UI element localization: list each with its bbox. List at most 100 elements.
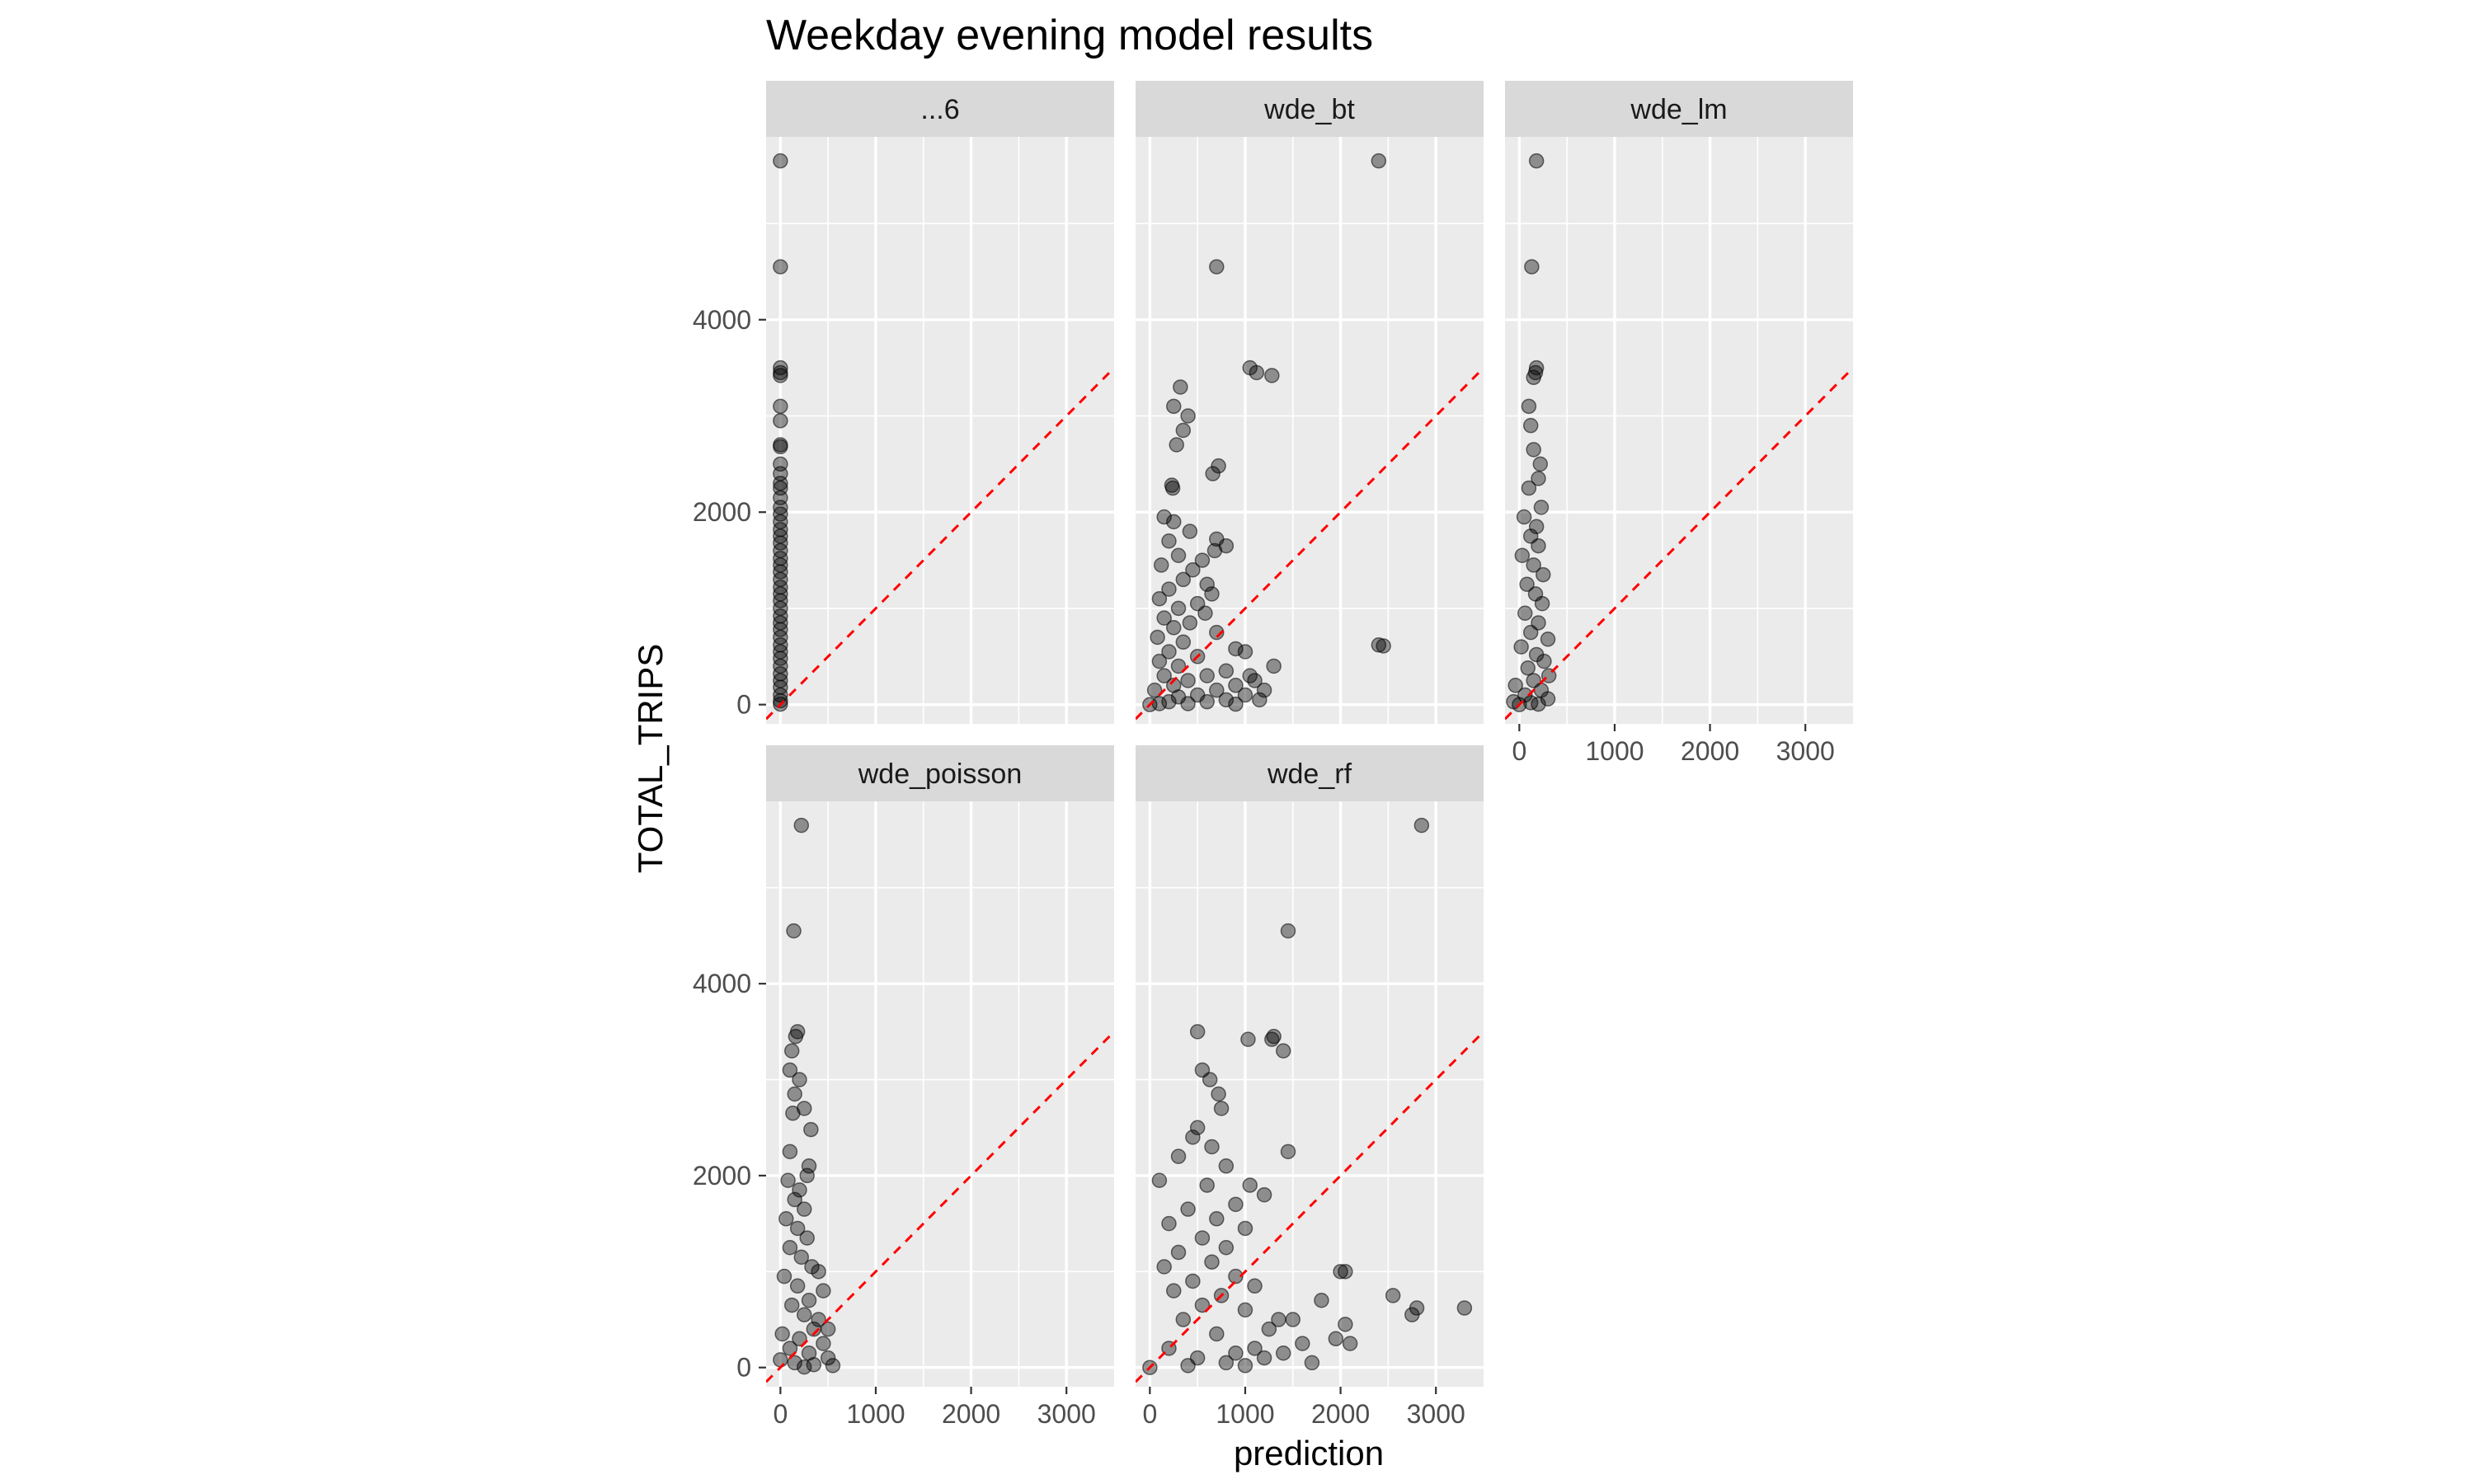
data-point: [1385, 1288, 1401, 1303]
data-point: [811, 1312, 826, 1327]
facet-panel: ...6: [766, 81, 1114, 724]
data-point: [1175, 571, 1192, 588]
data-point: [1521, 398, 1537, 415]
data-point: [1237, 1220, 1253, 1237]
data-point: [806, 1321, 822, 1337]
data-point: [1156, 610, 1172, 626]
data-point: [1199, 1177, 1215, 1193]
data-point: [1534, 595, 1550, 612]
chart-title: Weekday evening model results: [766, 12, 1373, 59]
data-point: [1165, 620, 1182, 636]
data-point: [1180, 408, 1196, 424]
y-tick-label: 2000: [693, 1161, 751, 1190]
data-point: [816, 1336, 831, 1351]
data-point: [786, 923, 802, 939]
data-point: [1404, 1307, 1420, 1322]
data-point: [1156, 1259, 1172, 1275]
data-point: [1520, 660, 1536, 676]
x-tick-label: 3000: [1037, 1399, 1096, 1429]
facet-strip: [1136, 745, 1484, 801]
data-point: [1261, 1321, 1277, 1337]
data-point: [1228, 1196, 1244, 1213]
data-point: [1180, 673, 1196, 688]
x-tick-label: 2000: [942, 1399, 1000, 1429]
data-point: [1526, 557, 1541, 573]
data-point: [1531, 696, 1546, 712]
x-tick-label: 2000: [1681, 736, 1739, 766]
data-point: [796, 1201, 812, 1217]
data-point: [773, 564, 788, 580]
data-point: [1218, 1239, 1235, 1256]
data-point: [1199, 668, 1215, 683]
data-point: [1533, 500, 1550, 515]
data-point: [1170, 1244, 1187, 1261]
data-point: [1256, 682, 1272, 698]
data-point: [1211, 1086, 1226, 1102]
data-point: [1165, 1283, 1182, 1298]
data-point: [773, 413, 788, 429]
data-point: [773, 259, 788, 275]
facet-strip-label: wde_lm: [1630, 94, 1727, 125]
data-point: [1519, 576, 1535, 593]
data-point: [1194, 1230, 1211, 1246]
point-group: [1142, 817, 1473, 1375]
data-point: [1240, 1031, 1256, 1047]
data-point: [1256, 1350, 1272, 1366]
data-point: [774, 1326, 790, 1342]
x-tick-label: 0: [1512, 736, 1526, 766]
data-point: [1175, 634, 1192, 650]
data-point: [1526, 369, 1541, 386]
data-point: [773, 506, 788, 522]
facet-panel: wde_rf: [1136, 745, 1484, 1387]
data-point: [1204, 1254, 1220, 1270]
data-point: [796, 1359, 812, 1375]
data-point: [1507, 678, 1523, 693]
x-tick-label: 1000: [846, 1399, 905, 1429]
y-tick-label: 0: [736, 1353, 751, 1383]
data-point: [1170, 1148, 1187, 1164]
data-point: [1182, 615, 1198, 631]
data-point: [1228, 1268, 1244, 1284]
data-point: [1264, 1031, 1280, 1047]
panel-background: [1136, 801, 1484, 1387]
data-point: [1522, 417, 1539, 434]
data-point: [1161, 693, 1177, 710]
data-point: [1209, 682, 1225, 698]
facet-strip-label: wde_poisson: [858, 758, 1022, 790]
data-point: [1173, 379, 1188, 395]
data-point: [1156, 509, 1172, 525]
data-point: [1218, 692, 1235, 708]
data-point: [1180, 696, 1196, 711]
data-point: [1338, 1264, 1353, 1280]
data-point: [1170, 547, 1187, 563]
data-point: [1185, 561, 1201, 578]
data-point: [1213, 1101, 1230, 1116]
data-point: [1531, 471, 1546, 486]
data-point: [773, 1352, 788, 1368]
data-point: [1522, 624, 1539, 641]
data-point: [1237, 687, 1253, 703]
data-point: [1247, 1341, 1263, 1356]
data-point: [773, 622, 788, 637]
panel-background: [1505, 137, 1853, 724]
data-point: [1531, 538, 1546, 554]
data-point: [1175, 422, 1192, 439]
data-point: [801, 1158, 817, 1174]
data-point: [1528, 359, 1545, 376]
data-point: [773, 693, 788, 709]
data-point: [1209, 624, 1225, 641]
data-point: [773, 153, 788, 169]
data-point: [1266, 658, 1282, 674]
data-point: [1413, 817, 1430, 834]
data-point: [1342, 1336, 1358, 1351]
data-point: [1209, 259, 1225, 275]
x-tick-label: 2000: [1311, 1399, 1370, 1429]
facet-panel: wde_bt: [1136, 81, 1484, 724]
data-point: [1194, 1297, 1211, 1313]
data-point: [1275, 1345, 1291, 1361]
data-point: [1333, 1264, 1348, 1280]
data-point: [1185, 1129, 1201, 1145]
data-point: [1151, 653, 1168, 669]
data-point: [1161, 581, 1177, 597]
data-point: [783, 1297, 800, 1313]
